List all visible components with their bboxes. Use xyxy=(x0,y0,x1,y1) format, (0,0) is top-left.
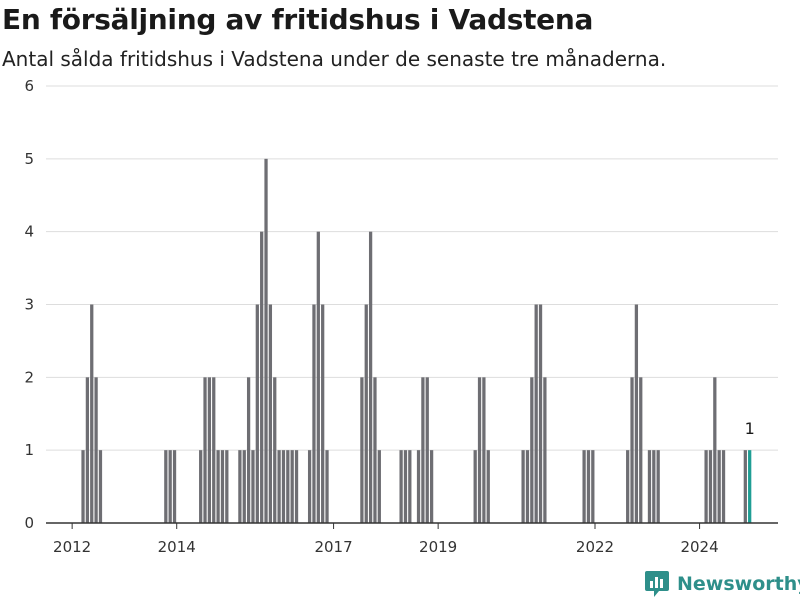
newsworthy-logo: Newsworthy xyxy=(644,568,800,600)
bar xyxy=(421,377,425,523)
bar xyxy=(316,231,320,523)
bar xyxy=(534,304,538,523)
bar xyxy=(220,450,225,523)
bar xyxy=(591,450,595,523)
x-tick-label: 2019 xyxy=(419,538,457,556)
bar xyxy=(399,450,403,523)
bar xyxy=(290,450,294,523)
bar xyxy=(164,450,168,523)
bar xyxy=(168,450,172,523)
bar xyxy=(482,377,486,523)
y-tick-label: 4 xyxy=(24,223,34,241)
bar xyxy=(260,231,264,523)
bar xyxy=(647,450,652,523)
bar xyxy=(360,377,364,523)
bar xyxy=(255,304,259,523)
bar xyxy=(477,377,482,523)
bar xyxy=(521,450,525,523)
bar xyxy=(98,450,103,523)
bar xyxy=(307,450,312,523)
bar xyxy=(90,304,94,523)
bar xyxy=(85,377,90,523)
bar xyxy=(486,450,490,523)
y-tick-label: 2 xyxy=(24,368,34,386)
bar xyxy=(713,377,717,523)
bar xyxy=(708,450,713,523)
bar-highlight xyxy=(748,450,752,523)
y-tick-label: 6 xyxy=(24,77,34,95)
bar xyxy=(203,377,207,523)
bar xyxy=(225,450,229,523)
bar xyxy=(530,377,534,523)
y-tick-label: 5 xyxy=(24,150,34,168)
bar xyxy=(321,304,325,523)
bar xyxy=(743,450,747,523)
bar xyxy=(704,450,708,523)
bar xyxy=(403,450,408,523)
bar xyxy=(473,450,477,523)
bar xyxy=(408,450,412,523)
bar xyxy=(364,304,368,523)
bar xyxy=(207,377,212,523)
bar xyxy=(286,450,290,523)
bar xyxy=(94,377,98,523)
bar xyxy=(717,450,721,523)
bar xyxy=(656,450,660,523)
bar xyxy=(246,377,251,523)
bar xyxy=(238,450,242,523)
bar xyxy=(429,450,434,523)
x-tick-label: 2024 xyxy=(680,538,718,556)
chart-subtitle: Antal sålda fritidshus i Vadstena under … xyxy=(2,47,667,71)
x-tick-label: 2012 xyxy=(53,538,91,556)
bar xyxy=(212,377,216,523)
x-tick-label: 2022 xyxy=(576,538,614,556)
bar xyxy=(377,450,381,523)
bar xyxy=(538,304,543,523)
bar xyxy=(312,304,316,523)
bar xyxy=(721,450,726,523)
bar xyxy=(268,304,273,523)
bar xyxy=(416,450,421,523)
bar xyxy=(582,450,586,523)
bar xyxy=(634,304,639,523)
highlight-data-label: 1 xyxy=(745,419,755,438)
newsworthy-logo-icon xyxy=(645,571,669,597)
bar xyxy=(525,450,530,523)
y-tick-label: 3 xyxy=(24,296,34,314)
bar xyxy=(368,231,373,523)
bar xyxy=(277,450,281,523)
chart-title: En försäljning av fritidshus i Vadstena xyxy=(2,3,594,36)
bar xyxy=(373,377,377,523)
bar xyxy=(639,377,643,523)
x-tick-label: 2017 xyxy=(314,538,352,556)
bar xyxy=(216,450,220,523)
bar xyxy=(294,450,299,523)
bar xyxy=(81,450,85,523)
bar xyxy=(172,450,177,523)
bar xyxy=(273,377,277,523)
bar xyxy=(543,377,547,523)
bar xyxy=(242,450,246,523)
bar xyxy=(264,158,268,524)
bar xyxy=(652,450,656,523)
y-tick-label: 1 xyxy=(24,441,34,459)
bar xyxy=(425,377,429,523)
y-tick-label: 0 xyxy=(24,514,34,532)
bar xyxy=(199,450,203,523)
bar xyxy=(281,450,286,523)
bar xyxy=(251,450,255,523)
bar xyxy=(626,450,630,523)
bar xyxy=(586,450,591,523)
bar xyxy=(630,377,634,523)
x-tick-label: 2014 xyxy=(158,538,196,556)
newsworthy-wordmark: Newsworthy xyxy=(677,573,800,595)
bar xyxy=(325,450,329,523)
